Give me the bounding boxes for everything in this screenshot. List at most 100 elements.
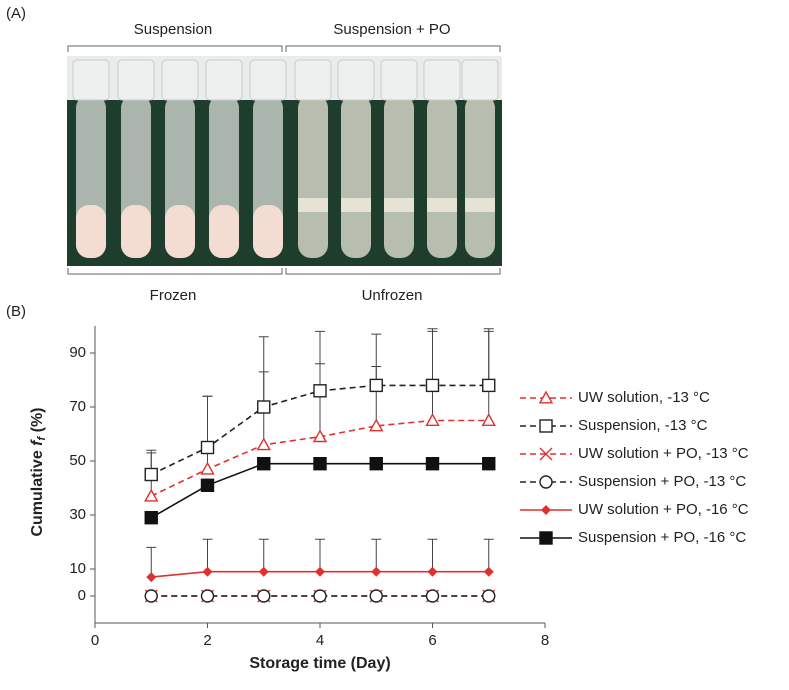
marker (482, 589, 496, 603)
tube-cap (205, 59, 243, 101)
tube-band (465, 198, 495, 212)
marker (144, 511, 158, 525)
photo-label: Suspension + PO (333, 21, 450, 38)
y-axis-unit: (%) (29, 407, 46, 432)
y-tick-label: 30 (69, 506, 86, 523)
tube-band (341, 198, 371, 212)
marker (315, 566, 325, 577)
tube-cap (294, 59, 332, 101)
marker (257, 589, 271, 603)
tube-cap (380, 59, 418, 101)
marker (427, 566, 438, 577)
tube-band (384, 198, 414, 212)
marker (257, 457, 271, 471)
marker (482, 457, 496, 471)
y-axis-label-text: Cumulative (29, 450, 46, 536)
error-bar (202, 395, 213, 448)
tube-content (121, 205, 151, 258)
legend-marker (539, 419, 553, 433)
legend-marker (539, 475, 553, 489)
marker (483, 566, 494, 577)
tube (427, 95, 457, 258)
marker (369, 378, 383, 393)
tube-cap (337, 59, 375, 101)
tube-cap (72, 59, 110, 101)
legend-label: UW solution + PO, -16 °C (578, 501, 749, 518)
marker (200, 478, 215, 492)
y-tick-label: 50 (69, 452, 86, 469)
y-axis-subscript: f (36, 435, 48, 440)
marker (257, 400, 271, 414)
y-axis-symbol: f (29, 439, 46, 446)
marker (146, 572, 157, 583)
tube-cap (461, 59, 499, 101)
y-tick-label: 0 (78, 587, 86, 604)
tube (341, 95, 371, 258)
x-tick-label: 6 (428, 632, 436, 649)
tube (298, 95, 328, 258)
tube-cap (161, 59, 199, 101)
legend-label: UW solution, -13 °C (578, 389, 710, 406)
x-tick-label: 8 (541, 632, 549, 649)
marker (425, 378, 440, 393)
legend-marker (539, 447, 553, 461)
tube-content (165, 205, 195, 258)
error-bar (483, 328, 494, 386)
error-bar (427, 328, 438, 386)
marker (425, 589, 440, 603)
marker (200, 440, 215, 455)
error-bar (258, 538, 269, 572)
marker (369, 418, 384, 432)
error-bar (315, 538, 325, 572)
x-tick-label: 4 (316, 632, 324, 649)
marker (369, 457, 383, 471)
tube-cap (117, 59, 155, 101)
legend-label: UW solution + PO, -13 °C (578, 445, 749, 462)
tube (384, 95, 414, 258)
marker (313, 457, 327, 471)
marker (313, 384, 327, 398)
tube-cap (423, 59, 461, 101)
y-tick-label: 90 (69, 344, 86, 361)
error-bar (483, 538, 494, 572)
tube-band (427, 198, 457, 212)
panel-label: (B) (6, 303, 26, 320)
marker (482, 378, 496, 393)
bracket (67, 268, 501, 275)
x-axis-label: Storage time (Day) (249, 655, 390, 672)
x-tick-label: 0 (91, 632, 99, 649)
tube-cap (249, 59, 287, 101)
error-bar (371, 333, 382, 386)
marker (144, 589, 158, 603)
marker (369, 589, 383, 603)
marker (200, 589, 215, 603)
legend-label: Suspension + PO, -13 °C (578, 473, 746, 490)
marker (312, 429, 328, 443)
photo (67, 56, 502, 266)
tube-content (253, 205, 283, 258)
error-bar (371, 538, 382, 572)
error-bar (258, 336, 269, 407)
tube (465, 95, 495, 258)
error-bar (202, 538, 213, 572)
panel-label: (A) (6, 5, 26, 22)
marker (202, 566, 213, 577)
legend-marker (538, 390, 554, 404)
legend-label: Suspension, -13 °C (578, 417, 708, 434)
marker (313, 589, 327, 603)
marker (144, 467, 158, 482)
marker (256, 437, 271, 451)
tube-band (298, 198, 328, 212)
marker (371, 566, 382, 577)
marker (425, 457, 440, 471)
legend-marker (539, 531, 553, 545)
marker (144, 488, 159, 502)
y-tick-label: 10 (69, 560, 86, 577)
y-tick-label: 70 (69, 398, 86, 415)
legend-label: Suspension + PO, -16 °C (578, 529, 746, 546)
error-bar (315, 330, 325, 391)
marker (481, 413, 496, 426)
y-axis-label: Cumulative ff (%) (29, 407, 50, 536)
bracket (67, 45, 501, 52)
